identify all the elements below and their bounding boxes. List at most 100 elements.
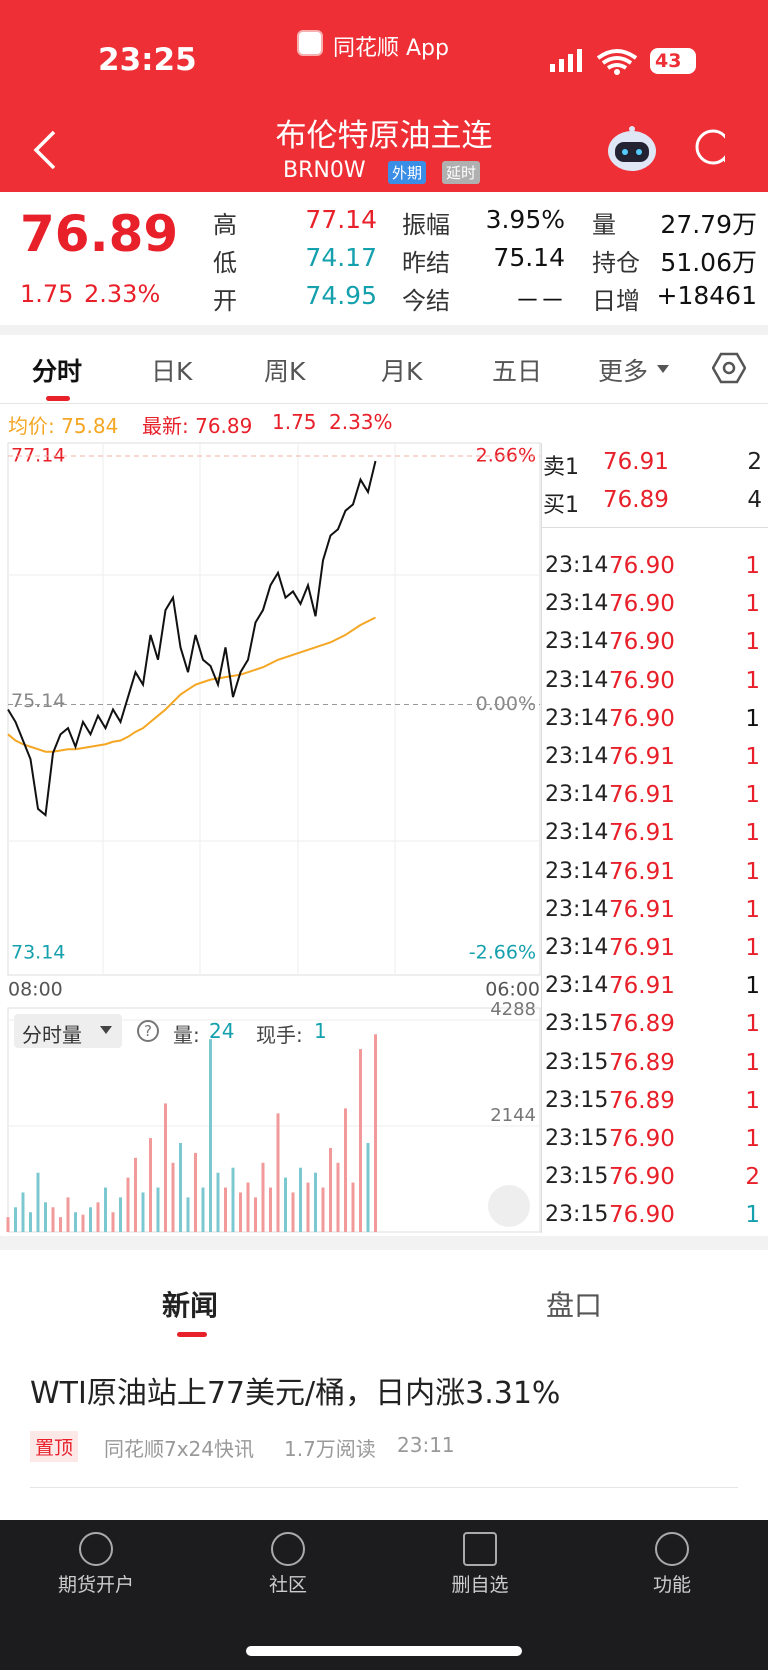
stat-label: 开: [213, 287, 237, 315]
tab[interactable]: 五日: [492, 357, 543, 386]
trade-time: 23:15: [545, 1087, 609, 1113]
price-line: [7, 460, 377, 818]
volume-bar: [149, 1138, 152, 1232]
expand[interactable]: [488, 1185, 530, 1227]
stat-value: 75.14: [493, 243, 565, 272]
tag: 外期: [388, 161, 427, 184]
tab[interactable]: 周K: [264, 357, 306, 386]
nav-label[interactable]: 功能: [652, 1574, 691, 1596]
trade-price: 76.90: [609, 591, 675, 618]
trade-time: 23:15: [545, 1164, 609, 1190]
nav-icon[interactable]: [271, 1532, 305, 1566]
volume-bar: [156, 1187, 160, 1232]
trade-time: 23:15: [545, 1049, 609, 1075]
trade-time: 23:14: [545, 705, 609, 731]
volume-bar: [186, 1197, 190, 1232]
reads: 1.7万阅读: [284, 1437, 376, 1461]
y-tick-label: 2144: [490, 1105, 536, 1126]
volume-bar: [366, 1143, 370, 1232]
volume-bar: [201, 1187, 205, 1232]
volume-bar: [224, 1187, 227, 1232]
trade-price: 76.90: [609, 667, 675, 694]
trade-qty: 1: [745, 591, 760, 618]
stat-value: 74.17: [305, 243, 377, 272]
pct-label: -2.66%: [469, 942, 536, 964]
news-tab[interactable]: 盘口: [546, 1289, 603, 1322]
nav-icon[interactable]: [463, 1532, 497, 1566]
header-icons[interactable]: [605, 125, 725, 175]
tab[interactable]: 日K: [151, 357, 193, 386]
trade-qty: 1: [745, 1049, 760, 1076]
volume-bar: [74, 1212, 77, 1232]
trade-time: 23:14: [545, 553, 609, 578]
x-label: 08:00: [8, 979, 63, 1001]
volume-bar: [284, 1177, 287, 1232]
volume-bar: [299, 1167, 302, 1232]
back[interactable]: [30, 128, 60, 172]
news-underline: [177, 1332, 207, 1337]
trade-time: 23:15: [545, 1011, 609, 1037]
volume-bar: [209, 1039, 212, 1232]
bottom-nav: [0, 1520, 768, 1670]
y-tick-label: 75.14: [11, 690, 65, 712]
volume-frame: [7, 1007, 541, 1233]
volume-bar: [291, 1192, 295, 1232]
nav-icon[interactable]: [79, 1532, 113, 1566]
trade-qty: 1: [745, 1126, 760, 1152]
chart: 77.14 2.66%75.14 0.00%73.14 -2.66%08:00 06:0…: [6, 442, 541, 1233]
volume-bar: [216, 1172, 220, 1232]
trade-qty: 1: [745, 1202, 760, 1229]
tab[interactable]: 更多: [598, 357, 649, 386]
volume-bar: [306, 1182, 310, 1232]
latest-label: 最新: 76.89: [142, 414, 253, 438]
trade-price: 76.91: [609, 744, 675, 770]
hand-label: 现手:: [256, 1023, 303, 1047]
volume-bar: [314, 1172, 317, 1232]
headline[interactable]: WTI原油站上77美元/桶，日内涨3.31%: [30, 1376, 561, 1411]
settings[interactable]: [712, 352, 746, 384]
trade-price: 76.91: [609, 782, 675, 809]
nav-label[interactable]: 期货开户: [57, 1574, 134, 1596]
trade-qty: 1: [745, 705, 760, 732]
tab[interactable]: 月K: [381, 357, 423, 386]
volume-bar: [276, 1113, 280, 1232]
trade-qty: 1: [745, 896, 760, 923]
trade-time: 23:14: [545, 858, 609, 884]
app-name: 同花顺 App: [333, 36, 449, 61]
news-tab[interactable]: 新闻: [162, 1289, 219, 1322]
source: 同花顺7x24快讯: [104, 1437, 255, 1461]
news-time: 23:11: [397, 1433, 455, 1457]
status-icons: [550, 48, 696, 75]
volume-bar: [119, 1197, 122, 1232]
trade-qty: 1: [745, 1011, 760, 1038]
volume-bar: [329, 1147, 332, 1232]
nav-label[interactable]: 社区: [268, 1574, 307, 1596]
trade-price: 76.90: [609, 1164, 675, 1191]
battery: 43: [655, 50, 682, 72]
trade-qty: 1: [745, 858, 760, 885]
volume-bar: [111, 1212, 115, 1232]
stat-label: 量: [592, 211, 616, 239]
nav-icon[interactable]: [655, 1532, 689, 1566]
change-pct: 2.33%: [84, 280, 161, 308]
tab[interactable]: 分时: [32, 357, 83, 386]
title: 布伦特原油主连: [275, 118, 493, 154]
volume-bar: [141, 1192, 145, 1232]
volume-bar: [51, 1207, 55, 1232]
volume-bar: [269, 1187, 272, 1232]
stat-label: 低: [213, 249, 237, 277]
last-price: 76.89: [20, 205, 179, 263]
trade-time: 23:15: [545, 1202, 609, 1228]
caret: [657, 365, 669, 373]
y-tick-label: 73.14: [11, 942, 65, 964]
volume-bar: [134, 1157, 137, 1232]
trade-price: 76.90: [609, 553, 675, 579]
status-time: 23:25: [98, 42, 197, 78]
stat-label: 日增: [592, 287, 640, 315]
trade-time: 23:14: [545, 667, 609, 693]
latest-change: 1.75: [272, 410, 317, 434]
pin-tag: 置顶: [30, 1431, 79, 1462]
help[interactable]: ?: [137, 1020, 159, 1042]
nav-label[interactable]: 删自选: [451, 1574, 509, 1596]
trade-price: 76.89: [609, 1011, 675, 1038]
